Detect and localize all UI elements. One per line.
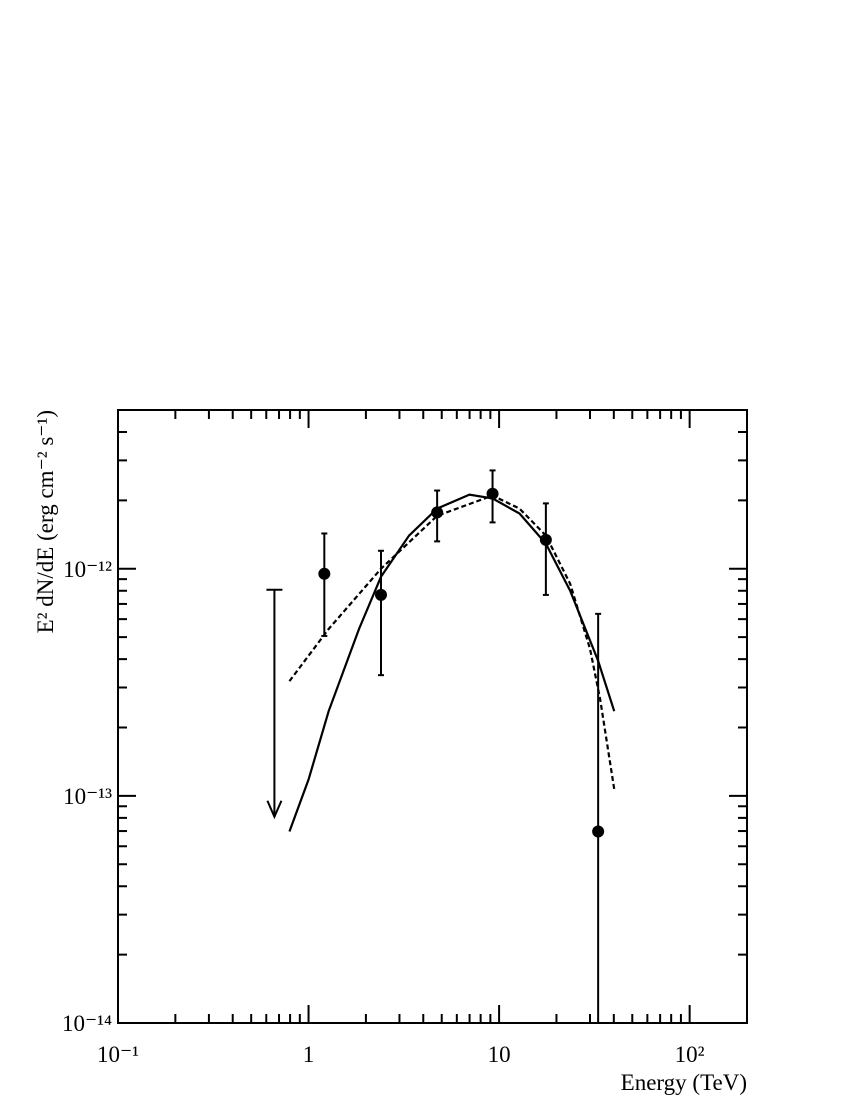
x-tick-label: 1	[303, 1042, 315, 1067]
data-point	[486, 487, 499, 500]
data-point	[431, 506, 444, 519]
y-tick-label: 10⁻¹²	[63, 557, 112, 582]
y-axis-label: E² dN/dE (erg cm⁻² s⁻¹)	[33, 410, 58, 633]
model-curve-solid	[288, 493, 616, 832]
x-tick-label: 10⁻¹	[97, 1042, 139, 1067]
data-point	[539, 533, 552, 546]
y-tick-label: 10⁻¹³	[63, 784, 112, 809]
data-point	[374, 588, 387, 601]
upper-limit-arrowhead	[266, 800, 283, 820]
data-point	[318, 567, 331, 580]
x-tick-label: 10	[488, 1042, 511, 1067]
x-tick-label: 10²	[675, 1042, 705, 1067]
plot-frame	[117, 409, 748, 1024]
x-axis-label: Energy (TeV)	[621, 1070, 747, 1095]
y-tick-label: 10⁻¹⁴	[62, 1011, 112, 1036]
model-curve-dashed	[288, 494, 616, 790]
data-point	[592, 825, 605, 838]
